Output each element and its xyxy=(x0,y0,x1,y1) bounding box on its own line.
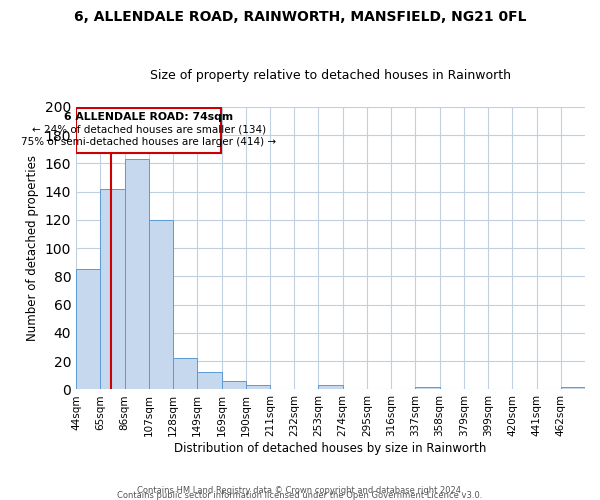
Title: Size of property relative to detached houses in Rainworth: Size of property relative to detached ho… xyxy=(150,69,511,82)
Bar xyxy=(76,270,100,390)
Bar xyxy=(415,386,440,390)
X-axis label: Distribution of detached houses by size in Rainworth: Distribution of detached houses by size … xyxy=(175,442,487,455)
Bar xyxy=(76,108,221,154)
Text: Contains public sector information licensed under the Open Government Licence v3: Contains public sector information licen… xyxy=(118,490,482,500)
Bar xyxy=(561,386,585,390)
Bar xyxy=(246,385,270,390)
Y-axis label: Number of detached properties: Number of detached properties xyxy=(26,155,39,341)
Text: 6 ALLENDALE ROAD: 74sqm: 6 ALLENDALE ROAD: 74sqm xyxy=(64,112,233,122)
Text: Contains HM Land Registry data © Crown copyright and database right 2024.: Contains HM Land Registry data © Crown c… xyxy=(137,486,463,495)
Bar xyxy=(100,189,125,390)
Text: 6, ALLENDALE ROAD, RAINWORTH, MANSFIELD, NG21 0FL: 6, ALLENDALE ROAD, RAINWORTH, MANSFIELD,… xyxy=(74,10,526,24)
Bar xyxy=(221,381,246,390)
Bar xyxy=(173,358,197,390)
Bar xyxy=(319,385,343,390)
Bar xyxy=(197,372,221,390)
Text: ← 24% of detached houses are smaller (134): ← 24% of detached houses are smaller (13… xyxy=(32,124,266,134)
Bar xyxy=(149,220,173,390)
Bar xyxy=(125,159,149,390)
Text: 75% of semi-detached houses are larger (414) →: 75% of semi-detached houses are larger (… xyxy=(21,137,277,147)
